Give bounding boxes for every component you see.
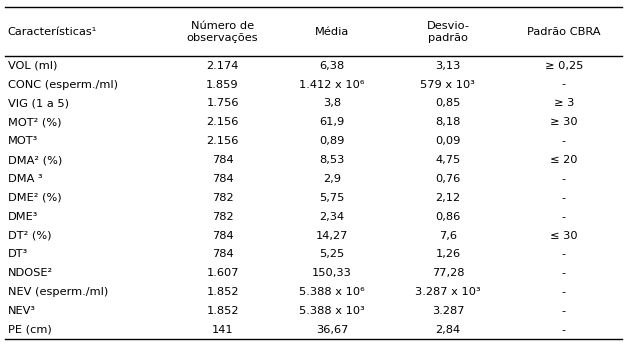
Text: 0,89: 0,89: [319, 136, 345, 146]
Text: ≥ 0,25: ≥ 0,25: [545, 61, 583, 71]
Text: VOL (ml): VOL (ml): [8, 61, 57, 71]
Text: NEV³: NEV³: [8, 306, 36, 316]
Text: DME³: DME³: [8, 212, 38, 222]
Text: Média: Média: [315, 27, 349, 37]
Text: PE (cm): PE (cm): [8, 325, 51, 335]
Text: 141: 141: [212, 325, 233, 335]
Text: 784: 784: [212, 155, 233, 165]
Text: 14,27: 14,27: [316, 231, 348, 241]
Text: 3,8: 3,8: [323, 98, 341, 109]
Text: 579 x 10³: 579 x 10³: [421, 79, 475, 90]
Text: -: -: [562, 136, 566, 146]
Text: 1.607: 1.607: [207, 268, 239, 278]
Text: CONC (esperm./ml): CONC (esperm./ml): [8, 79, 118, 90]
Text: MOT³: MOT³: [8, 136, 38, 146]
Text: ≥ 30: ≥ 30: [550, 117, 578, 127]
Text: 0,76: 0,76: [435, 174, 461, 184]
Text: -: -: [562, 193, 566, 203]
Text: 784: 784: [212, 249, 233, 260]
Text: -: -: [562, 79, 566, 90]
Text: VIG (1 a 5): VIG (1 a 5): [8, 98, 68, 109]
Text: -: -: [562, 249, 566, 260]
Text: 2.174: 2.174: [207, 61, 239, 71]
Text: 1.412 x 10⁶: 1.412 x 10⁶: [299, 79, 365, 90]
Text: 3.287: 3.287: [432, 306, 464, 316]
Text: 782: 782: [212, 193, 233, 203]
Text: 8,18: 8,18: [435, 117, 461, 127]
Text: 3,13: 3,13: [435, 61, 461, 71]
Text: DMA ³: DMA ³: [8, 174, 42, 184]
Text: DMA² (%): DMA² (%): [8, 155, 62, 165]
Text: DT² (%): DT² (%): [8, 231, 51, 241]
Text: 0,09: 0,09: [435, 136, 461, 146]
Text: Padrão CBRA: Padrão CBRA: [527, 27, 600, 37]
Text: 0,86: 0,86: [435, 212, 461, 222]
Text: 782: 782: [212, 212, 233, 222]
Text: MOT² (%): MOT² (%): [8, 117, 61, 127]
Text: 2,84: 2,84: [435, 325, 461, 335]
Text: 5.388 x 10³: 5.388 x 10³: [299, 306, 365, 316]
Text: 8,53: 8,53: [319, 155, 345, 165]
Text: DME² (%): DME² (%): [8, 193, 61, 203]
Text: -: -: [562, 287, 566, 297]
Text: 3.287 x 10³: 3.287 x 10³: [415, 287, 481, 297]
Text: 0,85: 0,85: [435, 98, 461, 109]
Text: ≤ 20: ≤ 20: [550, 155, 577, 165]
Text: 4,75: 4,75: [435, 155, 461, 165]
Text: -: -: [562, 174, 566, 184]
Text: 1.859: 1.859: [206, 79, 239, 90]
Text: 1.756: 1.756: [207, 98, 239, 109]
Text: 5,25: 5,25: [319, 249, 345, 260]
Text: 1.852: 1.852: [207, 287, 239, 297]
Text: 1,26: 1,26: [435, 249, 461, 260]
Text: ≤ 30: ≤ 30: [550, 231, 578, 241]
Text: 784: 784: [212, 174, 233, 184]
Text: 2,12: 2,12: [435, 193, 461, 203]
Text: 77,28: 77,28: [432, 268, 464, 278]
Text: ≥ 3: ≥ 3: [553, 98, 574, 109]
Text: 2.156: 2.156: [207, 117, 239, 127]
Text: 1.852: 1.852: [207, 306, 239, 316]
Text: NEV (esperm./ml): NEV (esperm./ml): [8, 287, 108, 297]
Text: 2.156: 2.156: [207, 136, 239, 146]
Text: 2,9: 2,9: [323, 174, 341, 184]
Text: 36,67: 36,67: [316, 325, 348, 335]
Text: -: -: [562, 212, 566, 222]
Text: -: -: [562, 268, 566, 278]
Text: 5,75: 5,75: [319, 193, 345, 203]
Text: 6,38: 6,38: [319, 61, 345, 71]
Text: DT³: DT³: [8, 249, 28, 260]
Text: -: -: [562, 325, 566, 335]
Text: -: -: [562, 306, 566, 316]
Text: Características¹: Características¹: [8, 27, 97, 37]
Text: 150,33: 150,33: [312, 268, 352, 278]
Text: 7,6: 7,6: [439, 231, 457, 241]
Text: 2,34: 2,34: [319, 212, 345, 222]
Text: Número de
observações: Número de observações: [187, 21, 259, 43]
Text: NDOSE²: NDOSE²: [8, 268, 53, 278]
Text: 61,9: 61,9: [319, 117, 345, 127]
Text: 5.388 x 10⁶: 5.388 x 10⁶: [299, 287, 365, 297]
Text: 784: 784: [212, 231, 233, 241]
Text: Desvio-
padrão: Desvio- padrão: [426, 21, 470, 43]
